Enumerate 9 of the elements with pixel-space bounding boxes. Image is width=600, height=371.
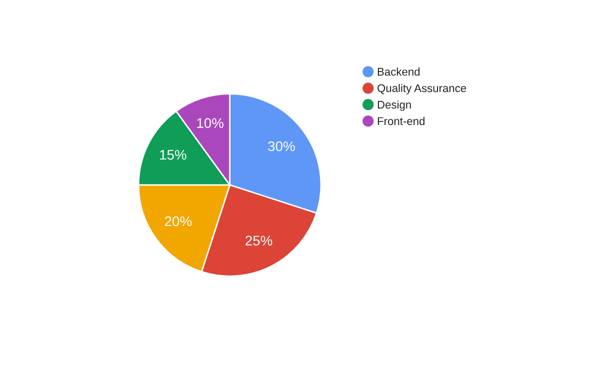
data-label: 25%	[246, 236, 272, 246]
data-label: 20%	[164, 216, 192, 226]
data-label: 15%	[160, 150, 186, 160]
legend-label: Design	[378, 100, 411, 111]
data-label: 10%	[197, 118, 224, 128]
legend-label: Front-end	[378, 116, 424, 126]
data-label: 30%	[268, 141, 295, 152]
legend-label: Backend	[378, 68, 420, 76]
legend-label: Quality Assurance	[378, 84, 466, 94]
